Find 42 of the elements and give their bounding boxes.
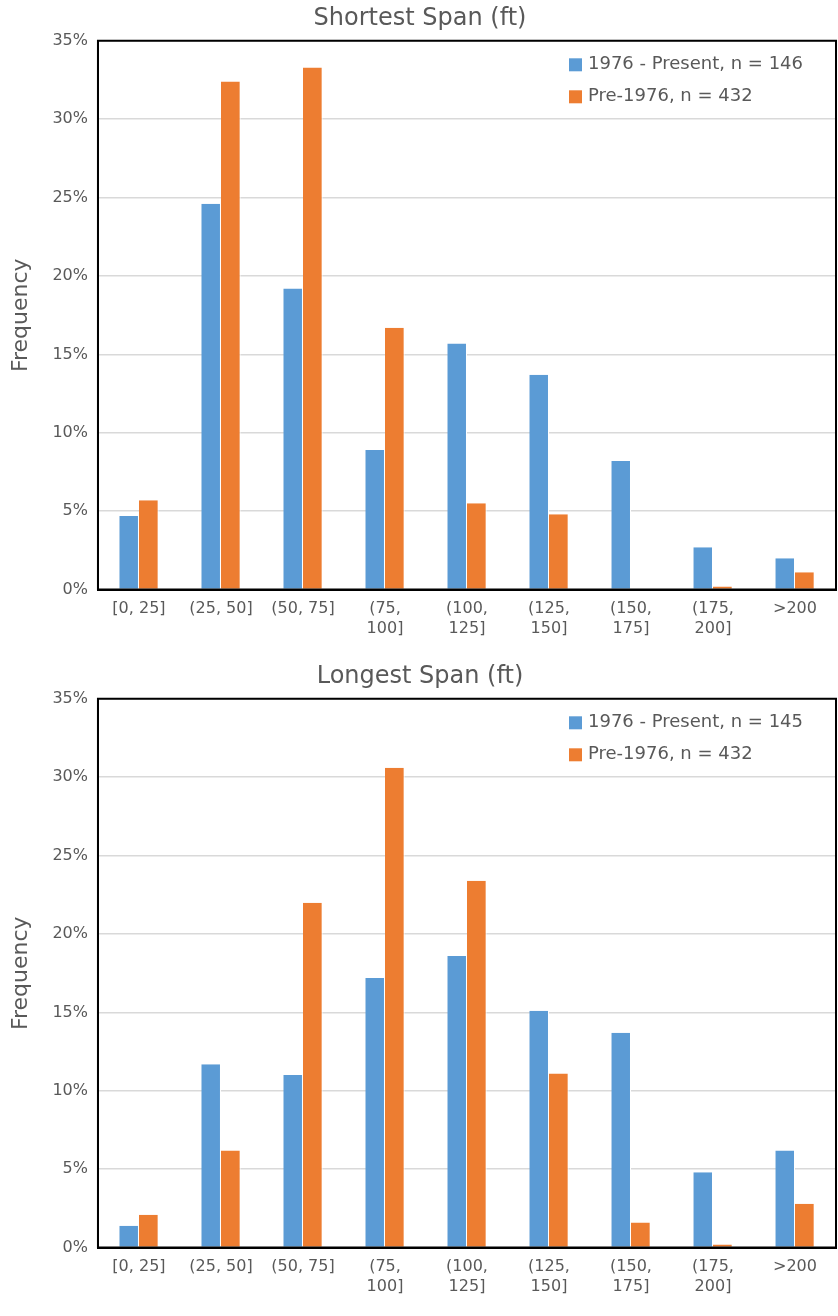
y-tick-label: 25% — [52, 186, 88, 206]
x-tick-label: (25, 50] — [189, 598, 253, 618]
x-tick-label: (150, 175] — [610, 1256, 652, 1295]
y-tick-label: 35% — [52, 687, 88, 707]
x-tick-label: (125, 150] — [528, 1256, 570, 1295]
y-tick-label: 5% — [62, 500, 88, 520]
y-tick-label: 25% — [52, 844, 88, 864]
x-tick-label: (25, 50] — [189, 1256, 253, 1276]
x-tick-label: >200 — [773, 598, 817, 618]
x-tick-label: (125, 150] — [528, 598, 570, 637]
x-tick-label: (50, 75] — [271, 1256, 335, 1276]
x-tick-label: (150, 175] — [610, 598, 652, 637]
y-tick-label: 15% — [52, 1001, 88, 1021]
x-tick-label: (50, 75] — [271, 598, 335, 618]
y-tick-label: 15% — [52, 343, 88, 363]
x-tick-label: [0, 25] — [112, 1256, 166, 1276]
chart-title: Shortest Span (ft) — [313, 2, 527, 31]
y-axis-title: Frequency — [6, 916, 32, 1031]
legend-label: Pre-1976, n = 432 — [587, 742, 753, 764]
y-tick-label: 30% — [52, 766, 88, 786]
y-tick-label: 20% — [52, 265, 88, 285]
y-tick-label: 0% — [62, 1236, 88, 1256]
x-tick-label: (175, 200] — [692, 1256, 734, 1295]
x-tick-label: >200 — [773, 1256, 817, 1276]
y-tick-label: 10% — [52, 1079, 88, 1099]
y-tick-label: 5% — [62, 1158, 88, 1178]
y-tick-label: 10% — [52, 421, 88, 441]
x-tick-label: [0, 25] — [112, 598, 166, 618]
y-axis-title: Frequency — [6, 258, 32, 373]
chart-title: Longest Span (ft) — [316, 660, 524, 689]
legend-label: 1976 - Present, n = 146 — [587, 52, 803, 74]
x-tick-label: (100, 125] — [446, 1256, 488, 1295]
x-tick-label: (75, 100] — [366, 1256, 404, 1295]
y-tick-label: 35% — [52, 29, 88, 49]
x-tick-label: (175, 200] — [692, 598, 734, 637]
legend-label: 1976 - Present, n = 145 — [587, 710, 803, 732]
y-tick-label: 0% — [62, 578, 88, 598]
legend-label: Pre-1976, n = 432 — [587, 84, 753, 106]
x-tick-label: (100, 125] — [446, 598, 488, 637]
y-tick-label: 30% — [52, 108, 88, 128]
x-tick-label: (75, 100] — [366, 598, 404, 637]
y-tick-label: 20% — [52, 923, 88, 943]
